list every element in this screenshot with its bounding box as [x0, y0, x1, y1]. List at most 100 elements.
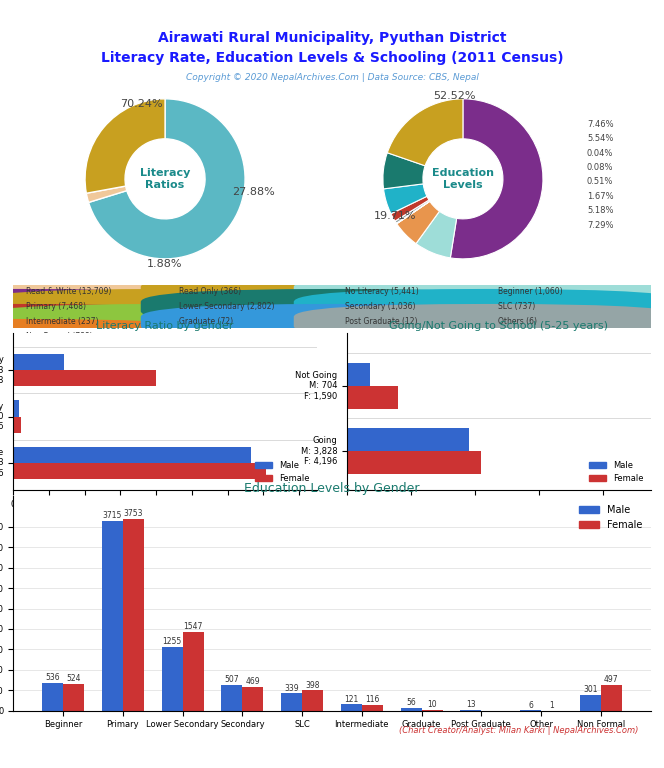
Wedge shape [391, 197, 429, 221]
Text: Literacy
Ratios: Literacy Ratios [140, 168, 191, 190]
Wedge shape [450, 99, 543, 259]
Text: 301: 301 [583, 686, 598, 694]
Text: Intermediate (237): Intermediate (237) [26, 316, 98, 326]
Text: Read & Write (13,709): Read & Write (13,709) [26, 286, 112, 296]
Text: 1547: 1547 [183, 622, 203, 631]
Bar [347, 429, 469, 451]
Bar [400, 708, 422, 710]
Text: Lower Secondary (2,802): Lower Secondary (2,802) [179, 302, 274, 310]
Bar [347, 386, 398, 409]
Legend: Male, Female: Male, Female [586, 458, 647, 486]
Bar [282, 694, 302, 710]
Bar [102, 521, 123, 710]
Text: Literacy Rate, Education Levels & Schooling (2011 Census): Literacy Rate, Education Levels & School… [101, 51, 563, 65]
Text: 70.24%: 70.24% [120, 99, 163, 109]
Text: Copyright © 2020 NepalArchives.Com | Data Source: CBS, Nepal: Copyright © 2020 NepalArchives.Com | Dat… [185, 73, 479, 82]
Text: 1.88%: 1.88% [147, 259, 183, 269]
Bar [162, 647, 183, 710]
Text: Read Only (366): Read Only (366) [179, 286, 241, 296]
FancyBboxPatch shape [0, 304, 367, 339]
Text: 524: 524 [66, 674, 81, 683]
Text: Primary (7,468): Primary (7,468) [26, 302, 86, 310]
Text: 497: 497 [604, 676, 619, 684]
Bar [580, 695, 601, 710]
Wedge shape [396, 201, 440, 243]
Text: 3753: 3753 [124, 509, 143, 518]
Text: 0.04%: 0.04% [587, 149, 614, 157]
Text: 0.08%: 0.08% [587, 163, 614, 172]
Text: 507: 507 [224, 675, 239, 684]
Text: (Chart Creator/Analyst: Milan Karki | NepalArchives.Com): (Chart Creator/Analyst: Milan Karki | Ne… [398, 727, 638, 735]
FancyBboxPatch shape [0, 319, 214, 354]
Legend: Male, Female: Male, Female [576, 502, 646, 534]
Bar [242, 687, 264, 710]
Text: Education
Levels: Education Levels [432, 168, 494, 190]
Bar [347, 362, 370, 386]
Text: Non Formal (788): Non Formal (788) [26, 332, 93, 340]
Bar [13, 416, 21, 432]
FancyBboxPatch shape [0, 274, 367, 309]
Bar [42, 684, 63, 710]
Text: 536: 536 [45, 674, 60, 683]
Text: 121: 121 [345, 695, 359, 703]
Wedge shape [384, 184, 427, 214]
FancyBboxPatch shape [0, 304, 214, 339]
Title: Going/Not Going to School (5-25 years): Going/Not Going to School (5-25 years) [390, 321, 608, 331]
FancyBboxPatch shape [141, 304, 533, 339]
FancyBboxPatch shape [293, 304, 664, 339]
Text: 5.54%: 5.54% [587, 134, 614, 144]
Bar [13, 370, 157, 386]
Text: 7.46%: 7.46% [587, 120, 614, 129]
Text: 52.52%: 52.52% [434, 91, 476, 101]
Text: 1: 1 [549, 700, 554, 710]
FancyBboxPatch shape [141, 274, 533, 309]
Text: 5.18%: 5.18% [587, 207, 614, 215]
Text: 1.67%: 1.67% [587, 192, 614, 201]
Text: 6: 6 [528, 700, 533, 710]
Text: 116: 116 [365, 695, 380, 704]
Text: 7.29%: 7.29% [587, 220, 614, 230]
FancyBboxPatch shape [293, 274, 664, 309]
Text: 1255: 1255 [163, 637, 182, 646]
Bar [347, 451, 481, 474]
Bar [341, 704, 362, 710]
Text: Graduate (72): Graduate (72) [179, 316, 233, 326]
Wedge shape [416, 211, 457, 258]
Bar [601, 685, 622, 710]
Text: Beginner (1,060): Beginner (1,060) [498, 286, 562, 296]
Bar [183, 631, 204, 710]
Text: 13: 13 [466, 700, 475, 709]
Bar [13, 446, 250, 463]
Bar [13, 400, 19, 416]
FancyBboxPatch shape [141, 289, 533, 324]
Bar [362, 705, 382, 710]
Wedge shape [86, 186, 127, 203]
Wedge shape [88, 99, 245, 259]
Text: SLC (737): SLC (737) [498, 302, 535, 310]
Wedge shape [396, 201, 430, 223]
Bar [123, 519, 144, 710]
Text: Secondary (1,036): Secondary (1,036) [345, 302, 415, 310]
Text: Post Graduate (12): Post Graduate (12) [345, 316, 417, 326]
Text: 27.88%: 27.88% [232, 187, 274, 197]
Text: 0.51%: 0.51% [587, 177, 614, 187]
Wedge shape [396, 201, 430, 223]
Wedge shape [395, 200, 430, 223]
Text: 3715: 3715 [103, 511, 122, 520]
Legend: Male, Female: Male, Female [252, 458, 313, 486]
Text: 19.71%: 19.71% [374, 211, 416, 221]
Wedge shape [383, 153, 425, 189]
Bar [222, 685, 242, 710]
Bar [13, 354, 64, 370]
Bar [13, 463, 266, 479]
Text: 56: 56 [406, 698, 416, 707]
FancyBboxPatch shape [293, 289, 664, 324]
Bar [63, 684, 84, 710]
Text: 398: 398 [305, 680, 320, 690]
FancyBboxPatch shape [0, 274, 214, 309]
Text: 339: 339 [284, 684, 299, 693]
Wedge shape [85, 99, 165, 194]
Text: Others (6): Others (6) [498, 316, 537, 326]
Title: Education Levels by Gender: Education Levels by Gender [244, 482, 420, 495]
Text: 469: 469 [246, 677, 260, 686]
